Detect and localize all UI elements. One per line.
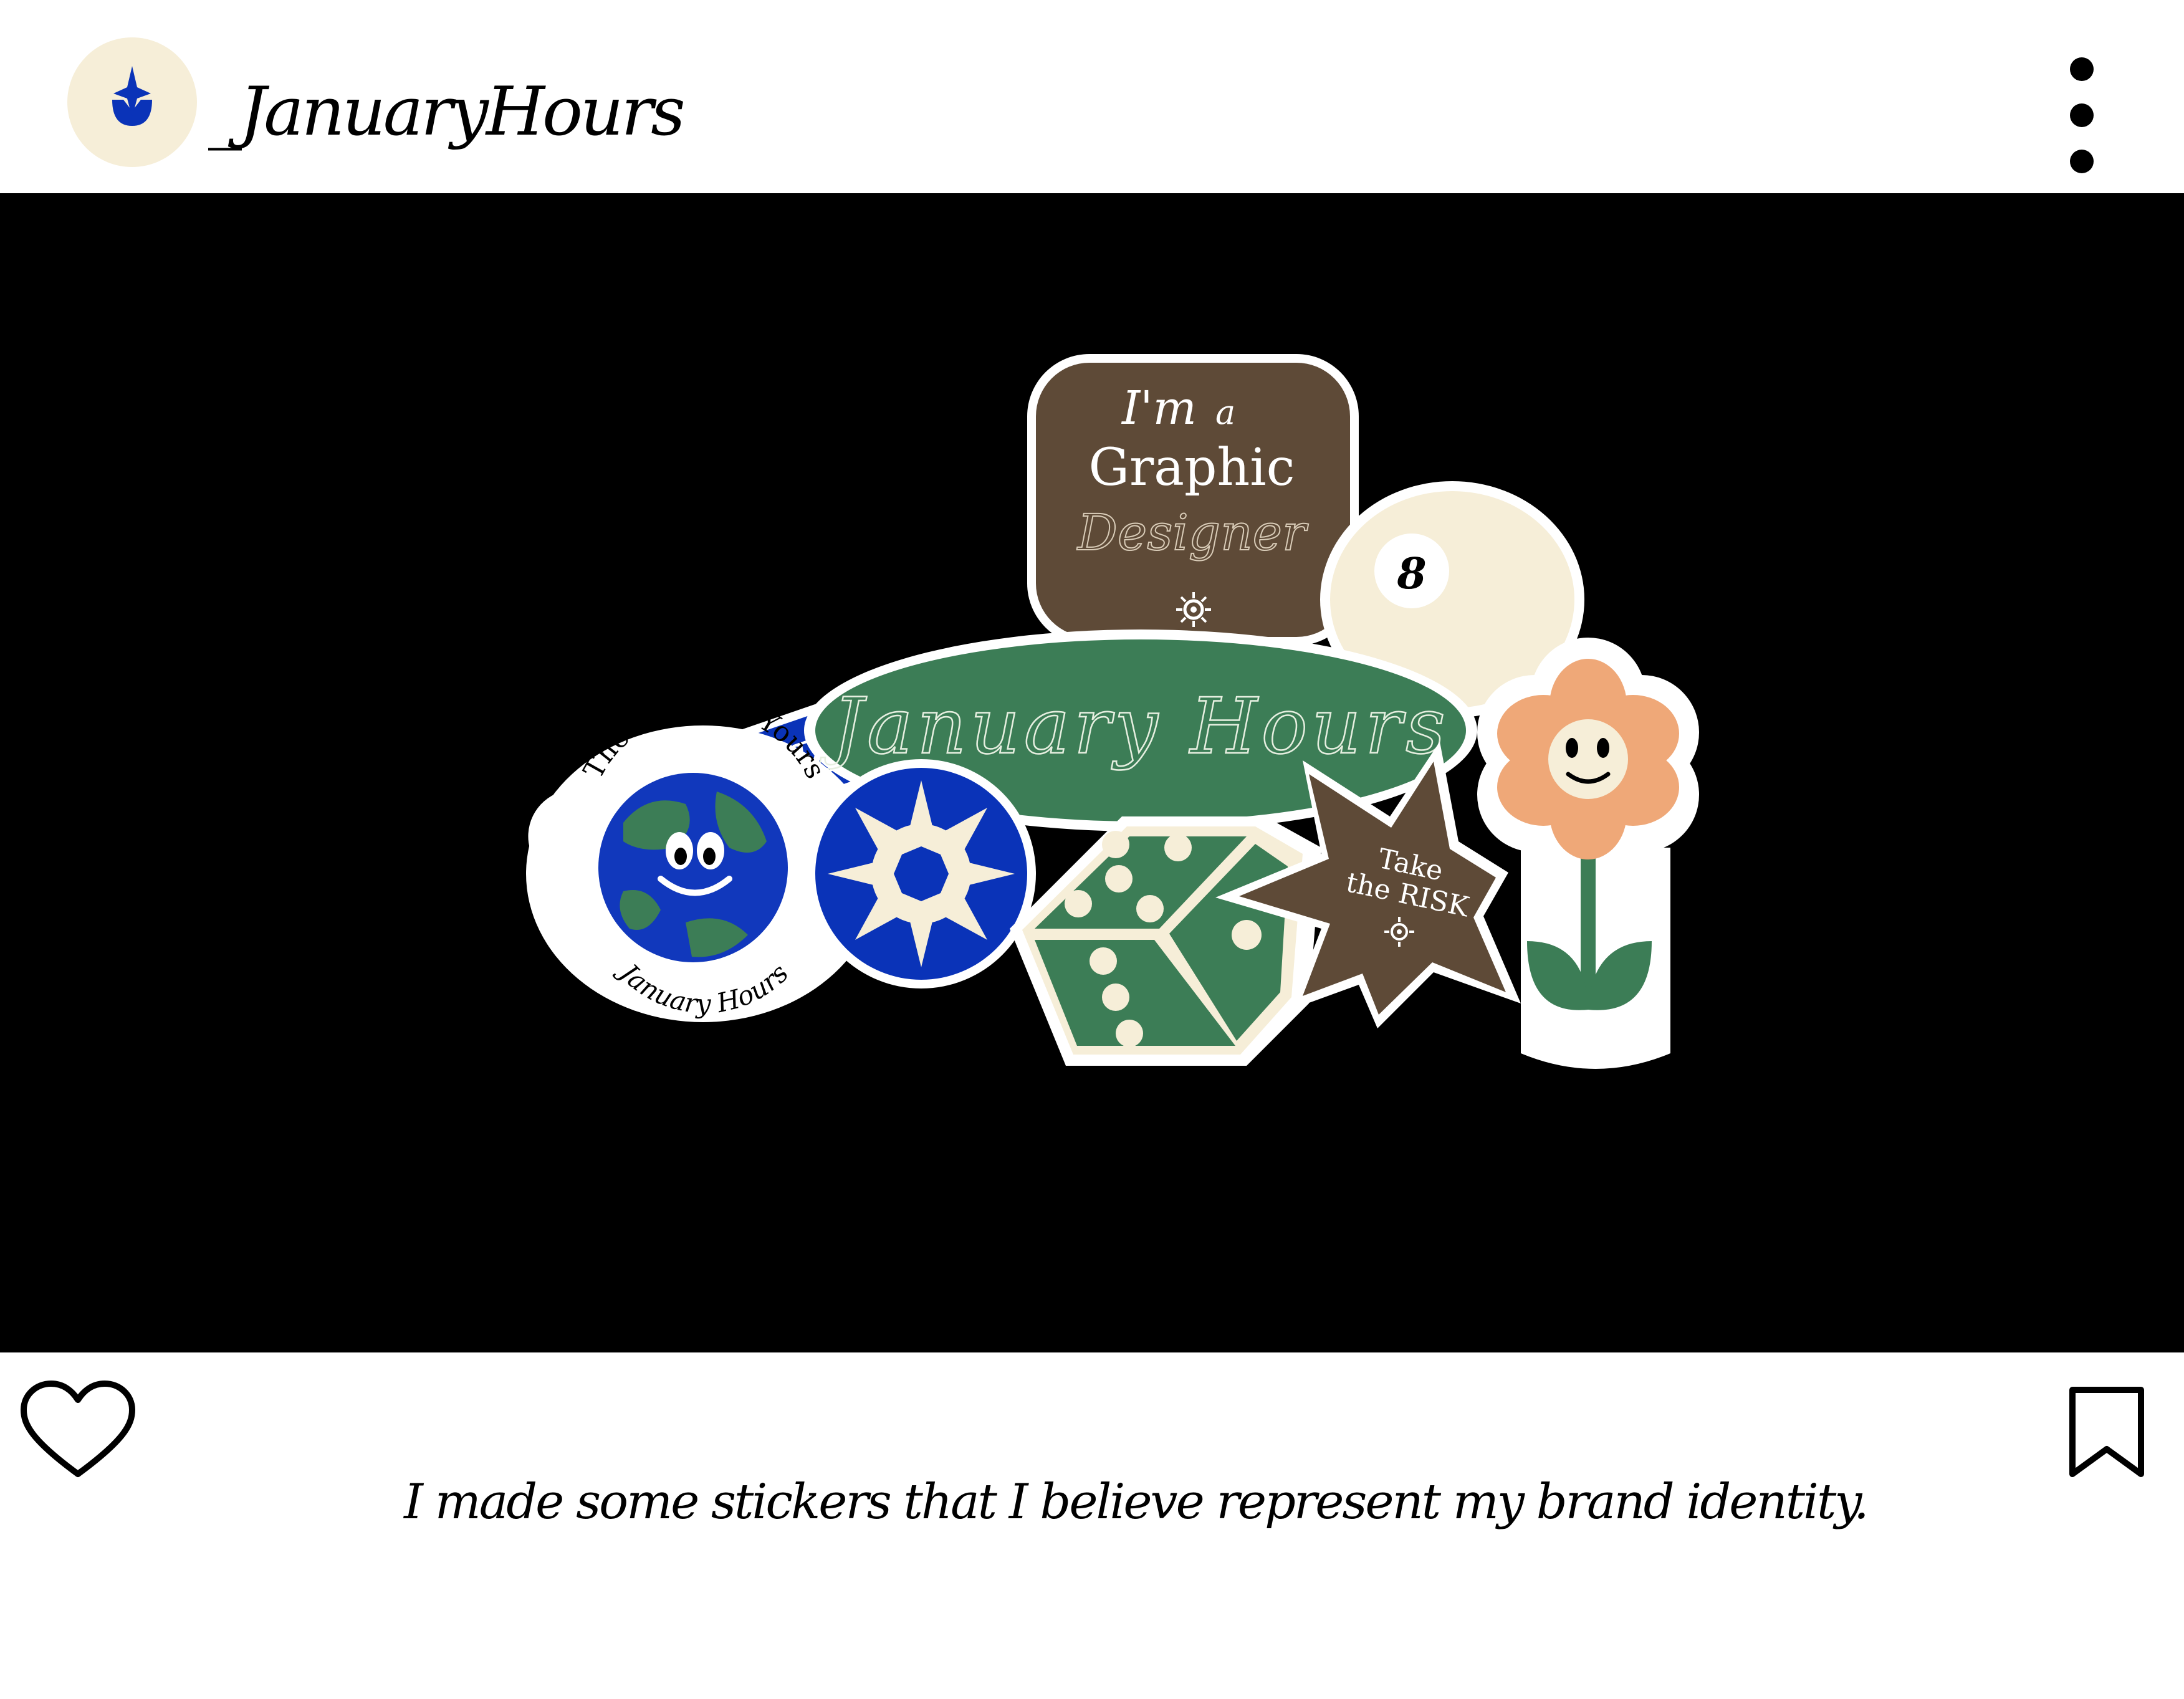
sun-ornament-icon: [1176, 592, 1211, 627]
blue-burst-sticker: [807, 759, 1036, 988]
flower-sticker: [1477, 638, 1699, 1069]
save-button[interactable]: [2063, 1384, 2150, 1483]
post-image[interactable]: _JanuaryHours I'm a Graphic Designer: [0, 193, 2184, 1352]
heart-icon: [21, 1381, 135, 1477]
post-header: _JanuaryHours: [0, 0, 2184, 193]
avatar[interactable]: [67, 37, 197, 167]
more-vertical-icon-dot: [2070, 150, 2094, 173]
dice-sticker: [1010, 816, 1321, 1066]
more-vertical-icon-dot: [2070, 103, 2094, 127]
post-caption: I made some stickers that I believe repr…: [404, 1474, 1869, 1530]
gd-line1-small: a: [1215, 393, 1235, 432]
gd-line1: I'm: [1121, 381, 1197, 435]
like-button[interactable]: [19, 1377, 137, 1483]
take-the-risk-sticker: Take the RISK: [1215, 742, 1521, 1028]
gd-line3: Designer: [1076, 504, 1309, 562]
more-vertical-icon: [2070, 57, 2094, 81]
username[interactable]: _JanuaryHours: [208, 73, 686, 151]
gd-line2: Graphic: [1088, 438, 1295, 497]
sticker-collage: _JanuaryHours I'm a Graphic Designer: [526, 354, 1699, 1069]
oval-text: January Hours: [819, 682, 1449, 772]
eight-ball-number: 8: [1396, 549, 1426, 599]
graphic-designer-sticker: I'm a Graphic Designer: [1027, 354, 1359, 646]
more-options-button[interactable]: [2051, 50, 2113, 187]
world-sticker: The World Is Yours January Hours: [526, 689, 880, 1022]
eight-ball-sticker: 8: [1320, 481, 1584, 718]
sun-ornament-icon: [1384, 917, 1414, 947]
star-drop-icon: [112, 66, 152, 126]
bookmark-icon: [2069, 1387, 2144, 1477]
